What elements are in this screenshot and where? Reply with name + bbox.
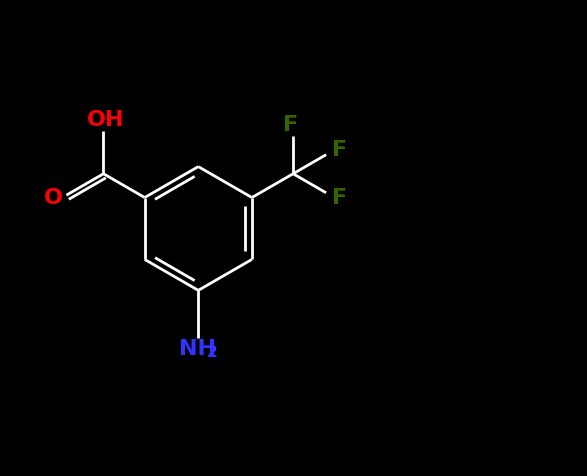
Text: O: O bbox=[43, 188, 63, 208]
Text: F: F bbox=[332, 188, 347, 208]
Text: NH: NH bbox=[179, 339, 216, 359]
Text: F: F bbox=[283, 115, 298, 135]
Text: 2: 2 bbox=[207, 345, 218, 360]
Text: F: F bbox=[332, 140, 347, 160]
Text: OH: OH bbox=[87, 110, 124, 130]
